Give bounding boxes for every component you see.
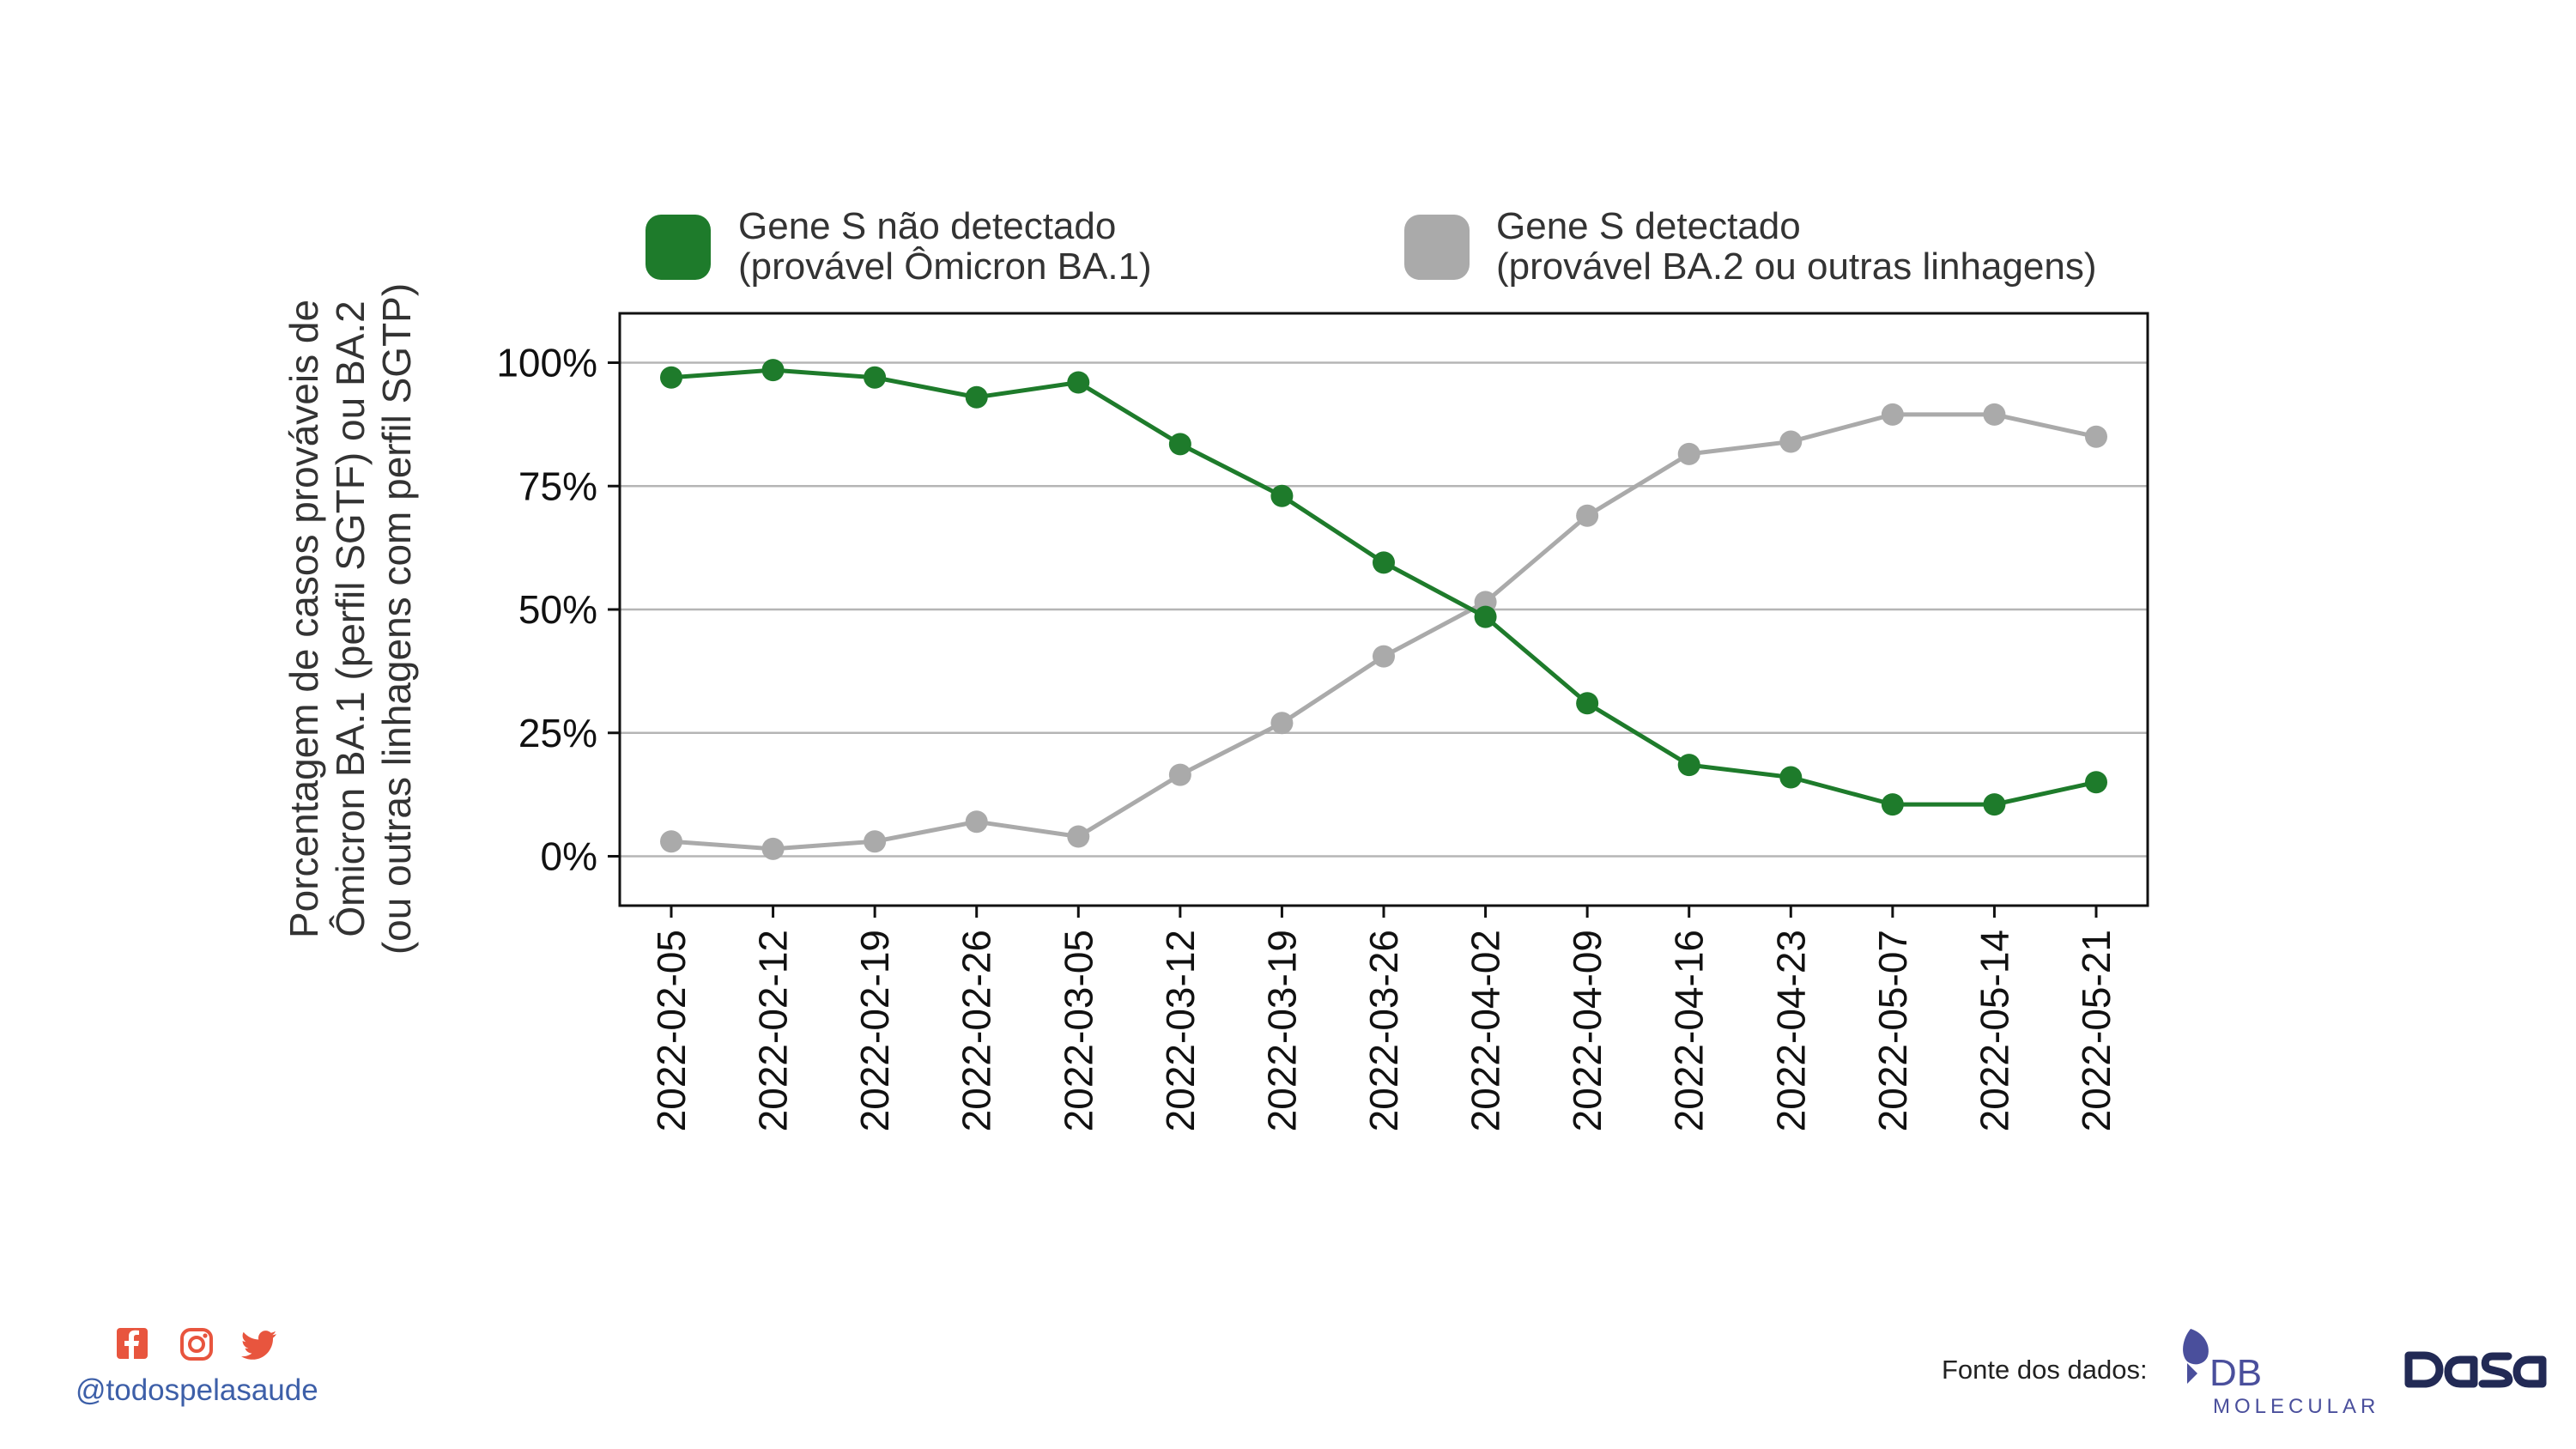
legend: Gene S não detectado (provável Ômicron B… [646, 205, 2097, 288]
x-tick-label: 2022-04-02 [1464, 930, 1508, 1131]
legend-item-bA1: Gene S não detectado (provável Ômicron B… [646, 205, 1152, 288]
data-point [965, 810, 988, 834]
data-point [1168, 433, 1191, 456]
y-tick-label: 25% [518, 711, 597, 755]
facebook-icon[interactable] [117, 1328, 148, 1359]
series-1 [660, 403, 2107, 860]
data-point [1168, 763, 1191, 786]
x-tick-label: 2022-02-05 [649, 930, 694, 1131]
series-0 [660, 359, 2107, 816]
legend-swatch-bA2 [1404, 215, 1470, 280]
instagram-icon[interactable] [180, 1328, 213, 1361]
x-tick-label: 2022-03-19 [1259, 930, 1304, 1131]
y-axis-ticks: 0% 25% 50% 75% 100% [496, 341, 620, 879]
legend-label-bA1-line-1: Gene S não detectado [738, 205, 1116, 247]
data-point [660, 830, 682, 853]
legend-swatch-bA1 [646, 215, 711, 280]
data-point [864, 830, 887, 853]
y-tick-label: 50% [518, 587, 597, 632]
x-tick-label: 2022-05-14 [1972, 930, 2016, 1131]
data-point [1474, 605, 1497, 628]
data-point [1881, 793, 1904, 816]
x-tick-label: 2022-04-16 [1667, 930, 1712, 1131]
data-point [965, 385, 988, 409]
db-molecular-logo-text: DB [2209, 1352, 2262, 1394]
dasa-logo [2404, 1351, 2547, 1388]
data-point [1576, 692, 1599, 715]
series-line [670, 367, 2097, 807]
data-point [2085, 425, 2107, 448]
x-tick-label: 2022-02-12 [751, 930, 796, 1131]
data-point [1067, 371, 1090, 394]
data-point [1779, 766, 1803, 789]
x-tick-label: 2022-03-05 [1056, 930, 1100, 1131]
series-line [670, 412, 2097, 852]
data-point [1983, 793, 2006, 816]
plot-frame [618, 312, 2149, 907]
y-axis-title: Porcentagem de casos prováveis de Ômicro… [282, 283, 419, 955]
legend-label-bA1-line-2: (provável Ômicron BA.1) [738, 245, 1152, 288]
x-tick-label: 2022-02-19 [852, 930, 897, 1131]
db-molecular-logo-subtext: MOLECULAR [2213, 1395, 2379, 1418]
y-axis-title-line-2: Ômicron BA.1 (perfil SGTF) ou BA.2 [328, 300, 373, 937]
legend-label-bA2-line-2: (provável BA.2 ou outras linhagens) [1496, 246, 2097, 288]
data-point [1373, 645, 1395, 668]
grid-lines [620, 361, 2148, 858]
data-point [864, 366, 887, 389]
db-molecular-logo-mark [2183, 1329, 2209, 1365]
data-point [1067, 825, 1090, 848]
x-tick-label: 2022-04-09 [1565, 930, 1609, 1131]
data-point [761, 359, 785, 382]
series [660, 359, 2107, 860]
x-tick-label: 2022-03-26 [1361, 930, 1406, 1131]
data-point [1373, 551, 1395, 574]
db-molecular-logo: DB MOLECULAR [2183, 1329, 2379, 1418]
data-point [1779, 430, 1803, 453]
legend-item-bA2: Gene S detectado (provável BA.2 ou outra… [1404, 205, 2097, 288]
x-tick-label: 2022-04-23 [1768, 930, 1813, 1131]
y-tick-label: 100% [496, 341, 597, 385]
social-icons [117, 1328, 276, 1361]
x-tick-label: 2022-05-07 [1870, 930, 1915, 1131]
y-axis-title-line-3: (ou outras linhagens com perfil SGTP) [374, 283, 419, 955]
x-axis-ticks: 2022-02-05 2022-02-12 2022-02-19 2022-02-26… [649, 906, 2118, 1131]
y-tick-label: 0% [541, 834, 597, 879]
y-axis-title-line-1: Porcentagem de casos prováveis de [282, 300, 326, 938]
social-handle[interactable]: @todospelasaude [76, 1373, 318, 1407]
data-point [1881, 403, 1904, 426]
data-point [761, 837, 785, 860]
data-point [2085, 771, 2107, 794]
source-label: Fonte dos dados: [1942, 1355, 2148, 1385]
data-point [1677, 442, 1700, 465]
data-point [1270, 484, 1294, 507]
data-point [660, 366, 682, 389]
x-tick-label: 2022-03-12 [1158, 930, 1203, 1131]
data-point [1677, 754, 1700, 777]
twitter-icon[interactable] [241, 1331, 276, 1360]
data-point [1576, 504, 1599, 527]
data-point [1270, 712, 1294, 735]
x-tick-label: 2022-05-21 [2074, 930, 2118, 1131]
data-point [1983, 403, 2006, 426]
x-tick-label: 2022-02-26 [955, 930, 999, 1131]
y-tick-label: 75% [518, 464, 597, 508]
legend-label-bA2-line-1: Gene S detectado [1496, 205, 1801, 247]
